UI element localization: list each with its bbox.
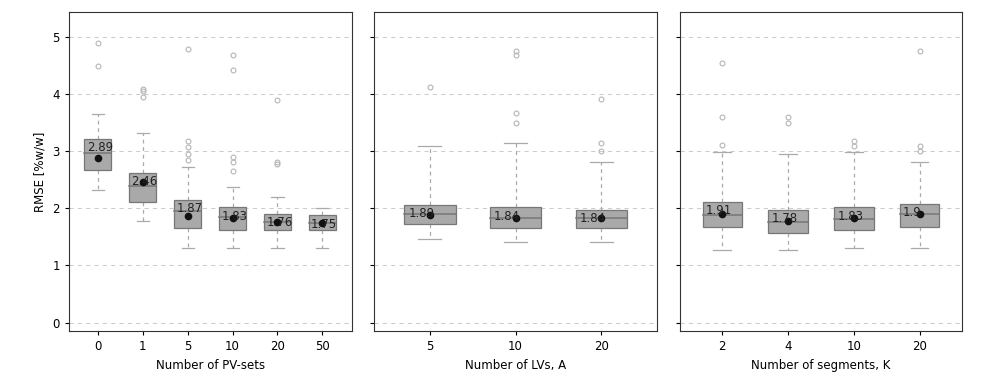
Text: 1.83: 1.83 [221, 209, 247, 223]
Text: 2.46: 2.46 [132, 175, 158, 188]
Text: 1.83: 1.83 [838, 209, 863, 223]
Text: 1.75: 1.75 [311, 218, 337, 231]
Bar [405, 205, 456, 224]
Bar [309, 215, 336, 230]
Bar [768, 210, 808, 233]
Y-axis label: RMSE [%w/w]: RMSE [%w/w] [33, 131, 47, 211]
Text: 1.9: 1.9 [903, 206, 922, 219]
Bar [174, 200, 201, 228]
Bar [84, 139, 111, 170]
Bar [219, 207, 246, 230]
Bar [264, 214, 291, 230]
Text: 1.84: 1.84 [494, 209, 520, 223]
Text: 1.87: 1.87 [177, 202, 202, 215]
Text: 1.91: 1.91 [706, 204, 733, 217]
Text: 1.76: 1.76 [266, 216, 293, 229]
Bar [702, 202, 742, 227]
Bar [834, 207, 874, 230]
X-axis label: Number of segments, K: Number of segments, K [751, 359, 891, 372]
Bar [900, 204, 940, 227]
Bar [575, 209, 627, 228]
Text: 1.78: 1.78 [772, 213, 797, 225]
Text: 1.84: 1.84 [579, 212, 606, 225]
Bar [490, 207, 541, 228]
X-axis label: Number of PV-sets: Number of PV-sets [155, 359, 265, 372]
Text: 2.89: 2.89 [86, 141, 113, 154]
X-axis label: Number of LVs, A: Number of LVs, A [465, 359, 566, 372]
Bar [130, 173, 156, 202]
Text: 1.89: 1.89 [409, 207, 435, 220]
